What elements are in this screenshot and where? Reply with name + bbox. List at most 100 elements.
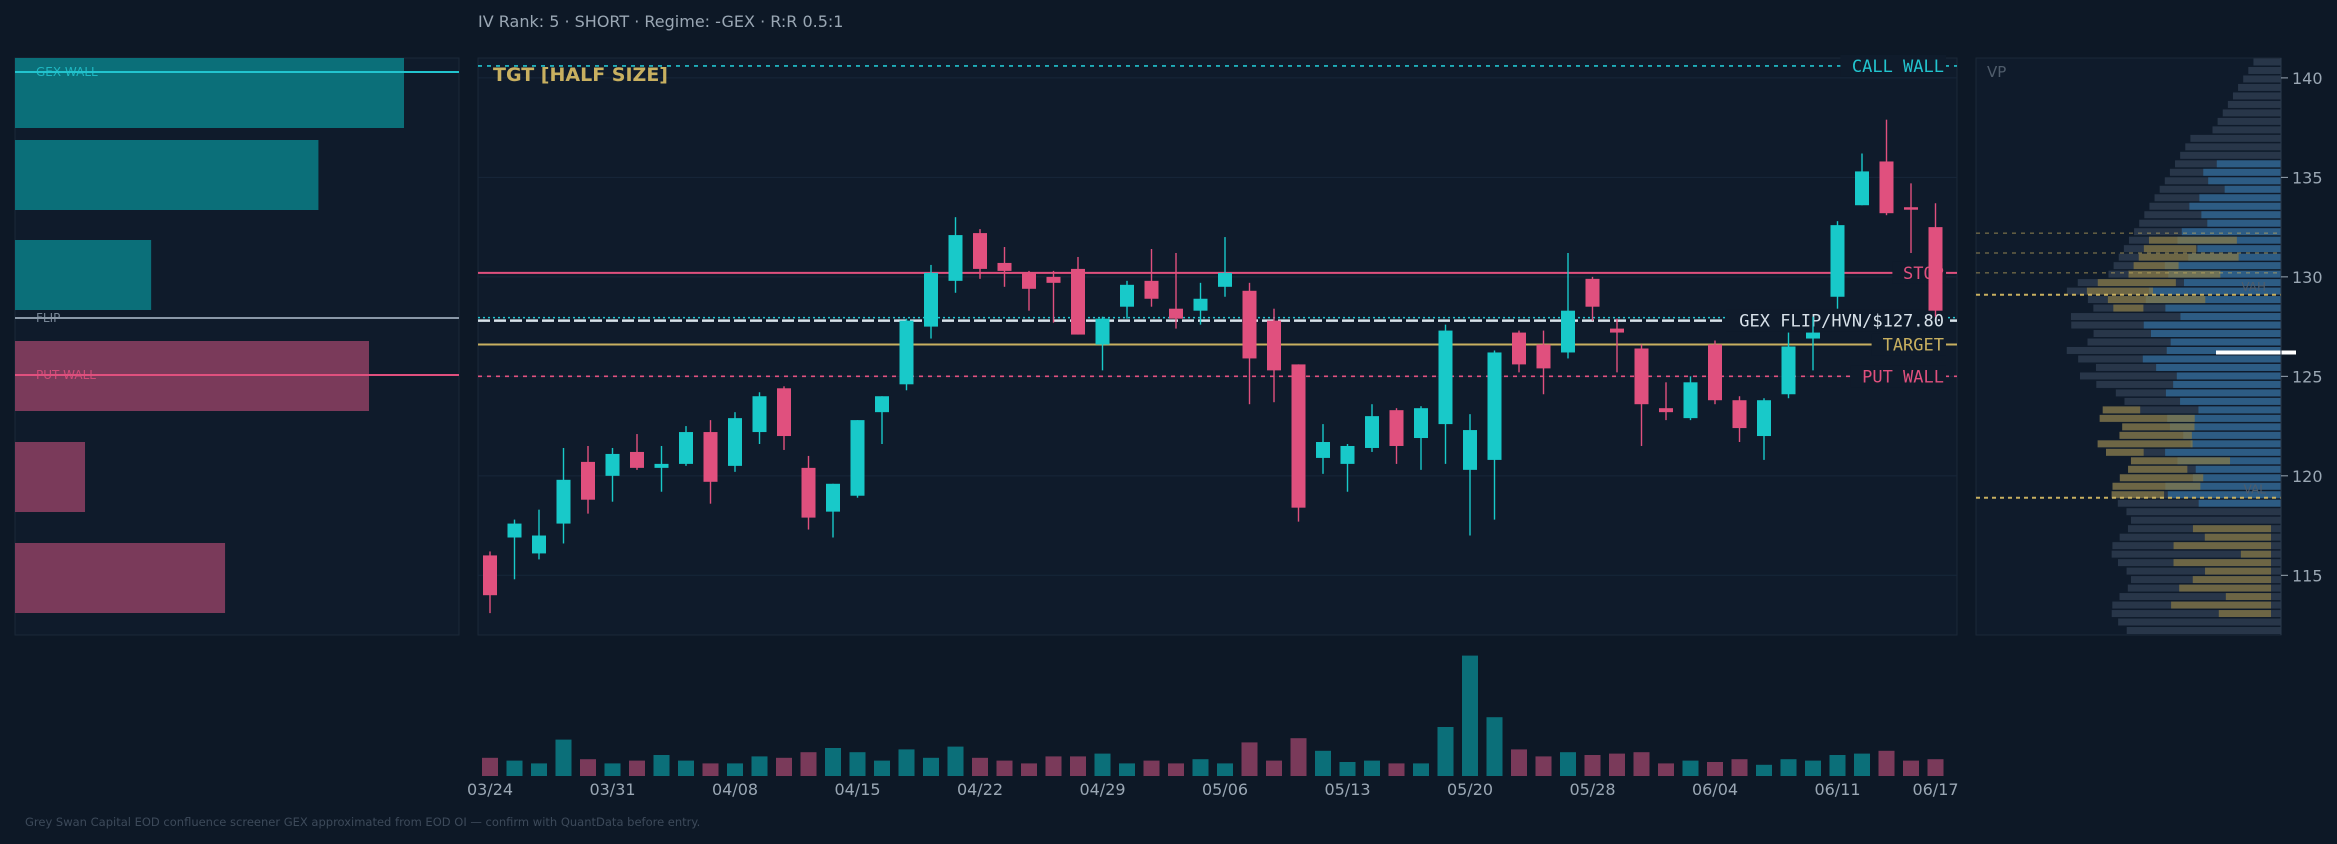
- volume-bar-21: [996, 760, 1013, 776]
- volume-bar-43: [1535, 756, 1552, 776]
- vp-row-gold-56: [2204, 533, 2271, 541]
- vp-row-blue-45: [2190, 440, 2281, 448]
- volume-bar-13: [800, 752, 817, 776]
- volume-bar-20: [972, 757, 988, 776]
- candle-body-44: [1561, 310, 1575, 353]
- volume-bar-2: [531, 763, 547, 776]
- vp-row-gold-42: [2099, 414, 2195, 422]
- candle-body-38: [1414, 408, 1428, 439]
- vp-row-gold-57: [2173, 542, 2271, 550]
- volume-bar-53: [1780, 759, 1797, 776]
- volume-bar-42: [1511, 749, 1527, 776]
- volume-bar-46: [1609, 753, 1625, 776]
- price-panel: [477, 57, 1958, 636]
- vp-row-8: [2212, 126, 2281, 134]
- candle-body-47: [1634, 348, 1649, 405]
- chart-title: TGT [HALF SIZE]: [493, 64, 668, 86]
- volume-bar-14: [825, 748, 841, 776]
- vp-row-63: [2119, 593, 2281, 601]
- volume-bar-56: [1854, 753, 1870, 776]
- gex-bar-0: [15, 58, 404, 128]
- candle-body-46: [1610, 328, 1624, 333]
- level-label-target: TARGET: [1883, 336, 1944, 356]
- candle-body-57: [1879, 161, 1894, 214]
- volume-bar-25: [1094, 753, 1111, 776]
- vp-row-1: [2248, 66, 2281, 74]
- candle-body-27: [1144, 280, 1159, 299]
- volume-bar-26: [1119, 763, 1135, 776]
- volume-bar-17: [898, 749, 915, 776]
- footer-text: Grey Swan Capital EOD confluence screene…: [25, 815, 700, 829]
- vp-row-blue-31: [2143, 321, 2281, 329]
- volume-bar-11: [751, 756, 768, 776]
- vp-row-blue-22: [2197, 245, 2281, 253]
- candle-body-1: [507, 523, 522, 538]
- candle-body-39: [1438, 330, 1453, 425]
- candle-body-19: [948, 235, 963, 281]
- x-tick-labels: 03/24 03/31 04/08 04/15 04/22 04/29 05/06 05/13…: [467, 780, 1959, 799]
- gex-level-lines: GEX WALL FLIP PUT WALL: [15, 65, 459, 382]
- vp-row-53: [2126, 508, 2281, 516]
- vp-row-6: [2222, 109, 2281, 117]
- candle-body-54: [1806, 332, 1820, 339]
- candle-body-29: [1193, 298, 1208, 311]
- candle-body-35: [1340, 445, 1355, 464]
- vp-row-blue-41: [2198, 406, 2281, 414]
- candle-body-49: [1683, 382, 1698, 419]
- candle-body-58: [1904, 207, 1918, 210]
- volume-bar-19: [947, 746, 964, 776]
- volume-bar-5: [604, 763, 621, 776]
- vp-row-15: [2159, 185, 2281, 193]
- vp-row-blue-13: [2203, 168, 2281, 176]
- volume-bar-49: [1682, 760, 1699, 776]
- candle-body-5: [605, 453, 620, 476]
- volume-bar-7: [653, 755, 670, 776]
- vp-row-7: [2217, 117, 2281, 125]
- vp-row-4: [2232, 92, 2281, 100]
- gex-label-put-wall: PUT WALL: [36, 368, 96, 382]
- volume-profile: VAH VAL: [1976, 58, 2296, 634]
- candle-body-15: [850, 420, 865, 496]
- candles: [483, 119, 1943, 614]
- candle-body-59: [1928, 227, 1943, 311]
- vp-row-blue-26: [2183, 279, 2281, 287]
- volume-bar-40: [1462, 655, 1478, 776]
- x-tick-03-31: 03/31: [589, 780, 635, 799]
- vp-row-gold-22: [2143, 245, 2197, 253]
- vp-row-blue-48: [2195, 465, 2281, 473]
- volume-bar-10: [727, 763, 743, 776]
- volume-bar-28: [1168, 763, 1184, 776]
- vp-row-gold-27: [2086, 287, 2154, 295]
- vp-row-gold-55: [2192, 525, 2271, 533]
- volume-bar-6: [629, 760, 645, 776]
- volume-bar-24: [1070, 756, 1086, 776]
- candle-body-4: [581, 461, 595, 500]
- vp-row-gold-23: [2138, 253, 2239, 261]
- vp-row-gold-26: [2097, 279, 2176, 287]
- vp-row-gold-50: [2112, 482, 2201, 490]
- volume-bar-1: [506, 760, 523, 776]
- x-tick-04-29: 04/29: [1079, 780, 1125, 799]
- x-tick-04-08: 04/08: [712, 780, 758, 799]
- vp-row-10: [2185, 143, 2281, 151]
- candle-body-31: [1242, 290, 1257, 359]
- vp-row-gold-43: [2122, 423, 2195, 431]
- volume-bar-57: [1878, 750, 1895, 776]
- volume-bar-33: [1290, 738, 1307, 776]
- candle-body-55: [1830, 225, 1845, 297]
- volume-bar-4: [580, 759, 596, 776]
- volume-bar-31: [1241, 742, 1258, 776]
- volume-bar-39: [1437, 727, 1454, 776]
- vp-row-blue-51: [2167, 491, 2281, 499]
- vp-row-gold-49: [2119, 474, 2204, 482]
- volume-bar-23: [1045, 756, 1062, 776]
- volume-bar-38: [1413, 763, 1429, 776]
- vp-row-11: [2180, 151, 2281, 159]
- candle-body-34: [1316, 442, 1330, 458]
- vp-row-blue-32: [2151, 330, 2281, 338]
- volume-bar-27: [1143, 760, 1160, 776]
- candle-body-32: [1267, 320, 1281, 371]
- volume-bar-58: [1903, 760, 1919, 776]
- volume-bar-29: [1192, 759, 1209, 776]
